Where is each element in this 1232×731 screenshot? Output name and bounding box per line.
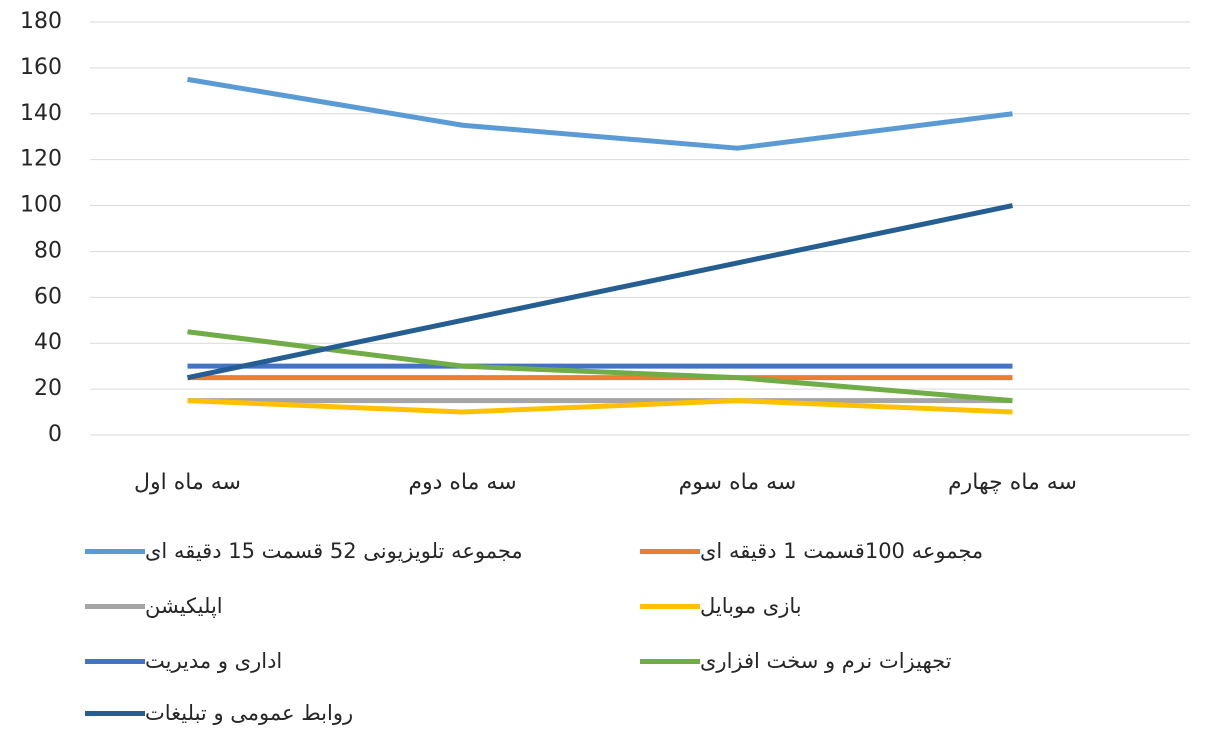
series-line <box>187 76 1013 151</box>
legend-item: تجهیزات نرم و سخت افزاری <box>640 646 952 676</box>
y-tick-label: 180 <box>20 9 62 34</box>
legend-item: مجموعه تلویزیونی 52 قسمت 15 دقیقه ای <box>85 536 523 566</box>
legend-swatch <box>640 603 700 609</box>
x-tick-label: سه ماه اول <box>134 470 241 495</box>
legend-label: مجموعه تلویزیونی 52 قسمت 15 دقیقه ای <box>145 539 523 563</box>
y-tick-label: 140 <box>20 101 62 126</box>
legend-swatch <box>640 548 700 554</box>
series-line <box>186 203 1014 381</box>
y-tick-label: 80 <box>34 238 62 263</box>
y-tick-label: 100 <box>20 193 62 218</box>
y-tick-label: 20 <box>34 376 62 401</box>
legend-item: اپلیکیشن <box>85 591 223 621</box>
legend-swatch <box>85 658 145 664</box>
legend-label: تجهیزات نرم و سخت افزاری <box>700 649 952 673</box>
x-tick-label: سه ماه دوم <box>408 470 516 495</box>
legend-label: بازی موبایل <box>700 594 802 618</box>
legend-label: روابط عمومی و تبلیغات <box>145 701 354 725</box>
legend-swatch <box>85 548 145 554</box>
x-tick-label: سه ماه چهارم <box>948 470 1077 495</box>
legend-swatch <box>85 710 145 716</box>
legend-item: بازی موبایل <box>640 591 802 621</box>
y-tick-label: 60 <box>34 284 62 309</box>
series-line <box>187 398 1013 415</box>
legend-label: اداری و مدیریت <box>145 649 283 673</box>
y-tick-label: 40 <box>34 330 62 355</box>
legend-label: مجموعه 100قسمت 1 دقیقه ای <box>700 539 984 563</box>
x-tick-label: سه ماه سوم <box>679 470 797 495</box>
legend-swatch <box>85 603 145 609</box>
legend-item: اداری و مدیریت <box>85 646 282 676</box>
y-tick-label: 160 <box>20 55 62 80</box>
y-tick-label: 0 <box>48 422 62 447</box>
legend-swatch <box>640 658 700 664</box>
y-tick-label: 120 <box>20 147 62 172</box>
legend-item: روابط عمومی و تبلیغات <box>85 698 353 728</box>
legend-item: مجموعه 100قسمت 1 دقیقه ای <box>640 536 983 566</box>
chart: 0 20 40 60 80 100 120 140 160 180 سه ماه اول سه ماه… <box>20 9 1190 495</box>
legend-label: اپلیکیشن <box>145 594 223 618</box>
